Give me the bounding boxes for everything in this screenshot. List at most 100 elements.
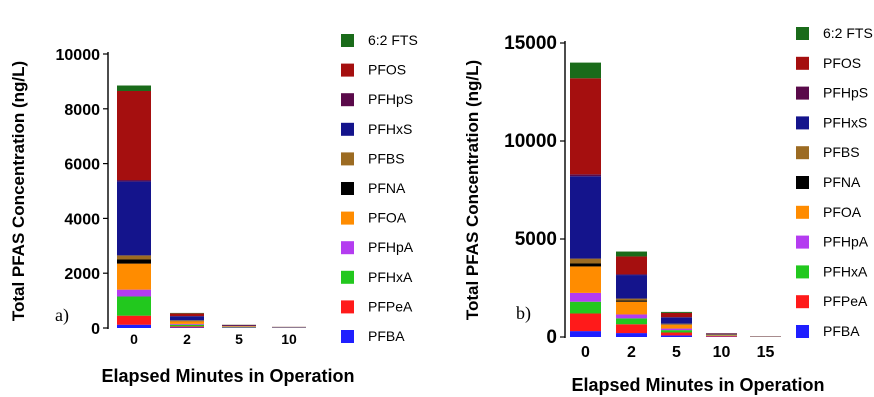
legend-swatch bbox=[341, 300, 354, 314]
bar-segment bbox=[170, 327, 204, 328]
bar-segment bbox=[222, 326, 256, 327]
x-tick-label: 10 bbox=[281, 331, 297, 347]
y-axis-title: Total PFAS Concentration (ng/L) bbox=[463, 60, 482, 320]
y-tick-label: 6000 bbox=[64, 157, 100, 174]
bar-segment bbox=[570, 266, 601, 293]
bar-segment bbox=[570, 313, 601, 332]
y-tick-label: 15000 bbox=[504, 33, 557, 54]
bar-segment bbox=[616, 314, 647, 319]
x-tick-label: 10 bbox=[713, 344, 731, 361]
bar-segment bbox=[117, 296, 151, 316]
y-tick-label: 2000 bbox=[64, 266, 100, 283]
legend-swatch bbox=[796, 295, 809, 309]
legend-swatch bbox=[341, 63, 354, 77]
bar-segment bbox=[170, 316, 204, 321]
x-tick-label: 2 bbox=[627, 344, 636, 361]
bar-segment bbox=[170, 324, 204, 327]
legend-swatch bbox=[341, 330, 354, 343]
legend-entry: PFHpS bbox=[823, 85, 868, 101]
legend-entry: PFHpA bbox=[823, 234, 869, 250]
bar-segment bbox=[706, 336, 737, 337]
bar-segment bbox=[170, 320, 204, 321]
legend-swatch bbox=[341, 211, 354, 225]
bar-segment bbox=[570, 258, 601, 264]
bar-segment bbox=[661, 332, 692, 336]
bar-segment bbox=[616, 274, 647, 276]
legend-swatch bbox=[341, 93, 354, 107]
bar-segment bbox=[222, 324, 256, 326]
bar-segment bbox=[117, 263, 151, 290]
legend-swatch bbox=[796, 56, 809, 70]
bar-segment bbox=[117, 324, 151, 328]
legend-swatch bbox=[796, 116, 809, 130]
legend-swatch bbox=[796, 235, 809, 249]
legend-swatch bbox=[796, 265, 809, 279]
bar-segment bbox=[117, 90, 151, 181]
legend-entry: PFOA bbox=[368, 210, 407, 226]
x-tick-label: 5 bbox=[235, 331, 243, 347]
panel-label: a) bbox=[55, 305, 69, 326]
bar-segment bbox=[117, 289, 151, 297]
bar-segment bbox=[616, 333, 647, 337]
y-tick-label: 0 bbox=[91, 321, 100, 338]
bar-segment bbox=[706, 333, 737, 335]
legend-entry: PFOA bbox=[823, 204, 862, 220]
y-tick-label: 0 bbox=[546, 327, 557, 348]
legend-entry: PFOS bbox=[823, 55, 861, 71]
panel-b-chart: 0 5000 10000 15000 0 2 5 10 15 Total PFAS Concent… bbox=[463, 25, 873, 395]
bar-segment bbox=[661, 335, 692, 337]
legend-entry: PFPeA bbox=[368, 298, 413, 314]
bar-segment bbox=[616, 301, 647, 315]
legend-entry: PFOS bbox=[368, 62, 406, 78]
bar-segment bbox=[706, 334, 737, 336]
bar-segment bbox=[170, 326, 204, 328]
bar-segment bbox=[570, 78, 601, 175]
bar-segment bbox=[170, 323, 204, 325]
legend-entry: PFBA bbox=[823, 323, 860, 339]
x-tick-label: 0 bbox=[130, 331, 138, 347]
legend-entry: PFNA bbox=[823, 174, 861, 190]
bar-segment bbox=[570, 263, 601, 267]
x-tick-label: 15 bbox=[757, 344, 775, 361]
bar-segment bbox=[117, 180, 151, 182]
legend-entry: PFPeA bbox=[823, 293, 868, 309]
legend-swatch bbox=[341, 270, 354, 284]
bar-segment bbox=[616, 324, 647, 334]
legend-entry: PFBS bbox=[823, 144, 860, 160]
bar-segment bbox=[616, 251, 647, 257]
bar-segment bbox=[661, 312, 692, 318]
legend-swatch bbox=[341, 241, 354, 255]
legend-entry: PFBA bbox=[368, 328, 405, 344]
bar-segment bbox=[117, 255, 151, 260]
panel-a-chart: 0 2000 4000 6000 8000 10000 0 2 5 10 Total PFAS Co… bbox=[9, 32, 418, 386]
legend-entry: PFBS bbox=[368, 150, 405, 166]
y-tick-label: 10000 bbox=[56, 47, 101, 64]
x-tick-label: 0 bbox=[581, 344, 590, 361]
bar-segment bbox=[661, 330, 692, 333]
legend-swatch bbox=[796, 205, 809, 219]
legend-swatch bbox=[341, 122, 354, 136]
legend-entry: 6:2 FTS bbox=[368, 32, 418, 48]
y-axis-title: Total PFAS Concentration (ng/L) bbox=[9, 61, 28, 321]
bar-segment bbox=[570, 292, 601, 302]
bar-segment bbox=[570, 62, 601, 79]
legend-swatch bbox=[796, 146, 809, 160]
y-tick-label: 10000 bbox=[504, 131, 557, 152]
legend-entry: PFNA bbox=[368, 180, 406, 196]
bar-segment bbox=[570, 301, 601, 314]
legend-entry: PFHxA bbox=[368, 269, 413, 285]
x-tick-label: 2 bbox=[183, 331, 191, 347]
bar-segment bbox=[616, 256, 647, 275]
legend-swatch bbox=[341, 152, 354, 166]
bar-segment bbox=[616, 318, 647, 325]
bar-segment bbox=[117, 259, 151, 264]
legend-swatch bbox=[796, 27, 809, 40]
legend-entry: PFHxS bbox=[368, 121, 412, 137]
bar-segment bbox=[616, 298, 647, 301]
bar-segment bbox=[661, 324, 692, 329]
legend-swatch bbox=[796, 325, 809, 338]
bar-segment bbox=[570, 331, 601, 337]
legend-swatch bbox=[796, 176, 809, 189]
panel-label: b) bbox=[516, 303, 531, 324]
